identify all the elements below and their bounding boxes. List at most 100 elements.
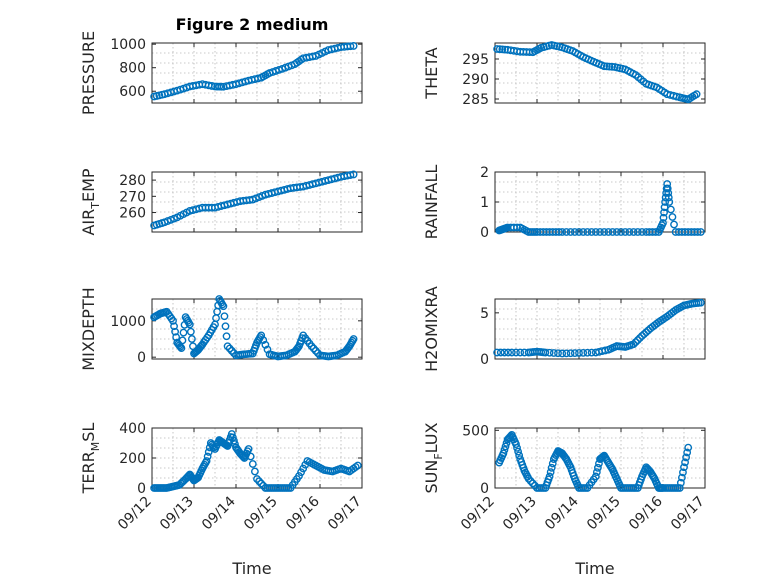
data-point — [651, 228, 660, 236]
data-point — [178, 336, 187, 345]
data-point — [299, 464, 308, 473]
axes-frame — [494, 298, 706, 360]
data-point — [512, 348, 520, 357]
data-point — [257, 479, 266, 488]
data-point — [263, 345, 272, 354]
data-point — [513, 223, 521, 232]
data-point — [631, 338, 640, 347]
y-axis-label: THETA — [422, 47, 441, 99]
y-tick-label: 800 — [119, 61, 146, 77]
panel-h2omixra: 0 5 H2OMIXRA — [422, 286, 706, 372]
data-point — [675, 484, 684, 492]
data-point — [549, 349, 558, 357]
data-point — [566, 228, 575, 236]
data-point — [253, 475, 261, 483]
data-point — [502, 439, 511, 447]
data-point — [608, 62, 616, 71]
data-point — [227, 346, 236, 355]
data-point — [679, 468, 687, 477]
y-tick-label: 500 — [462, 423, 489, 439]
x-tick-label: 09/14 — [199, 493, 239, 533]
y-tick-label: 280 — [119, 173, 146, 189]
data-point — [295, 472, 303, 480]
y-axis-label: RAINFALL — [422, 165, 441, 240]
y-axis-label: H2OMIXRA — [422, 286, 441, 372]
y-tick-label: 270 — [119, 189, 146, 205]
data-point — [229, 436, 238, 445]
data-point — [228, 433, 237, 442]
data-point — [172, 333, 181, 342]
data-point — [601, 346, 610, 355]
y-axis-label: TERRMSL — [79, 423, 102, 495]
data-point — [566, 349, 575, 358]
data-point — [171, 327, 180, 336]
data-point — [207, 82, 216, 90]
data-point — [546, 468, 555, 477]
data-point — [629, 340, 638, 349]
axes-frame — [151, 42, 363, 104]
data-point — [526, 477, 535, 485]
data-point — [659, 219, 667, 227]
data-point — [346, 42, 355, 51]
data-point — [591, 472, 600, 481]
data-point — [583, 228, 592, 236]
x-tick-label: 09/13 — [157, 494, 197, 534]
x-tick-label: 09/17 — [668, 494, 708, 534]
data-point — [579, 348, 588, 357]
data-point — [525, 48, 534, 56]
data-point — [558, 228, 567, 236]
data-point — [187, 335, 196, 343]
data-point — [261, 340, 270, 349]
data-point — [309, 344, 318, 353]
x-tick-label: 09/15 — [241, 494, 281, 534]
data-point — [633, 228, 642, 236]
data-point — [575, 228, 583, 236]
x-tick-label: 09/12 — [458, 494, 498, 534]
y-tick-label: 0 — [480, 225, 489, 241]
y-axis-label: AIRTEMP — [79, 168, 102, 235]
data-point — [587, 228, 596, 236]
axes-frame — [494, 42, 706, 104]
data-point — [204, 448, 213, 456]
data-point — [547, 463, 556, 472]
data-point — [221, 322, 230, 331]
data-point — [177, 344, 186, 352]
data-point — [294, 343, 302, 352]
data-point — [592, 468, 601, 477]
data-point — [660, 208, 668, 217]
data-point — [636, 334, 644, 342]
data-point — [349, 170, 358, 179]
data-point — [605, 62, 614, 71]
data-point — [507, 348, 516, 357]
data-point — [225, 344, 234, 353]
data-point — [672, 92, 681, 101]
data-point — [664, 189, 673, 197]
data-point — [598, 453, 606, 462]
data-point — [223, 342, 232, 351]
data-point — [498, 45, 507, 54]
data-point — [499, 449, 508, 458]
data-point — [307, 342, 316, 351]
y-tick-label: 200 — [119, 451, 146, 467]
data-point — [222, 332, 231, 341]
data-point — [493, 348, 501, 357]
data-point — [583, 348, 592, 357]
data-point — [500, 446, 509, 454]
data-point — [670, 220, 678, 229]
data-point — [692, 90, 701, 99]
axes-frame — [151, 171, 363, 233]
data-point — [562, 349, 571, 358]
data-point — [570, 228, 579, 236]
y-tick-label: 0 — [137, 350, 146, 366]
data-point — [570, 349, 579, 358]
panel-rainfall: 0 1 2 RAINFALL — [422, 165, 706, 241]
data-point — [664, 193, 673, 202]
data-point — [678, 473, 686, 482]
y-tick-label: 260 — [119, 206, 146, 222]
data-point — [621, 228, 630, 236]
data-point — [259, 336, 268, 344]
data-point — [514, 447, 522, 456]
data-point — [555, 228, 563, 236]
data-point — [696, 228, 705, 236]
